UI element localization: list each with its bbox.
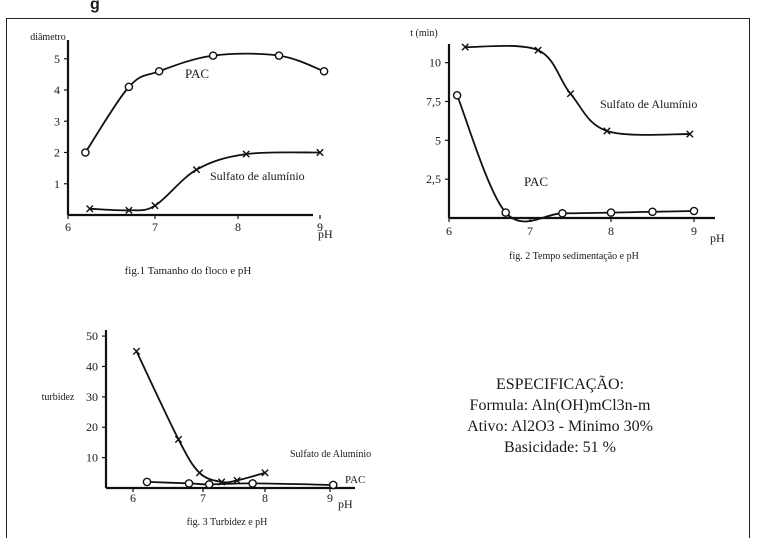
chart-1-y-tick-label: 4 [54,83,60,97]
chart-3-series-1-point [233,476,241,485]
chart-2-x-axis-label: pH [710,231,725,245]
specification-title: ESPECIFICAÇÃO: [495,376,625,393]
chart-1-series-2-point [242,150,250,158]
chart-2-series-2-point [501,208,511,217]
chart-1-series-1-point [154,66,164,76]
chart-2-series-1-line [465,44,690,136]
chart-1-series-2-point [192,165,201,174]
chart-3-x-tick-label: 7 [200,491,206,505]
chart-1-x-axis-label: pH [318,227,333,241]
chart-1-series-1-point [274,51,284,60]
specification-block: ESPECIFICAÇÃO: Formula: Aln(OH)mCl3n-m A… [430,374,690,458]
chart-3-y-tick-label: 40 [86,359,98,373]
chart-1-series-1-point [319,66,329,76]
chart-1-series-2-point [316,148,324,157]
chart-1-y-tick-label: 5 [54,52,60,66]
chart-1-series-2-line [89,151,321,212]
chart-2-x-tick-label: 6 [446,224,452,238]
chart-1-title: fig.1 Tamanho do floco e pH [125,265,252,277]
chart-3-series-1-point [132,347,141,355]
chart-3-series-2-point [204,480,214,489]
chart-1-x-tick-label: 6 [65,220,71,234]
chart-3-y-tick-label: 10 [86,451,98,465]
page-heading-fragment: g [90,0,100,13]
chart-1-x-tick-label: 8 [235,220,241,234]
chart-1-series-1-point [81,148,90,157]
chart-3-series-1-point [195,469,204,477]
chart-3-series-1-line [135,350,266,484]
chart-1-series-1-label: PAC [185,66,209,81]
chart-1-x-tick-label: 7 [152,220,158,234]
chart-2-y-tick-label: 2,5 [426,172,441,186]
chart-2-series-2-point [648,207,657,217]
chart-2-series-2-line [456,94,695,223]
chart-1-y-tick-label: 2 [54,146,60,160]
chart-3-series-1-label: Sulfato de Alumínio [290,449,371,460]
chart-3-series-2-point [142,477,152,487]
chart-3-y-tick-label: 50 [86,329,98,343]
chart-3-series-1-point [261,469,269,477]
chart-2-series-1-point [603,127,611,135]
chart-3-series-2-point [328,480,338,490]
chart-3-x-tick-label: 9 [327,491,333,505]
chart-3-x-tick-label: 6 [130,491,136,505]
chart-2-series-2-point [606,208,616,217]
chart-3-x-tick-label: 8 [262,491,268,505]
chart-2-x-tick-label: 8 [608,224,614,238]
chart-3-series-2-label: PAC [345,474,365,486]
specification-line-formula: Formula: Aln(OH)mCl3n-m [469,397,651,414]
chart-3-series-2-line [146,481,334,486]
chart-1-series-2-label: Sulfato de alumínio [210,169,305,183]
chart-1-series-2-point [125,206,133,215]
chart-1-series-1-point [124,82,134,92]
chart-1-y-axis-label: diâmetro [30,32,66,43]
chart-2-series-1-point [566,90,575,98]
chart-2-title: fig. 2 Tempo sedimentação e pH [509,251,639,262]
specification-line-basicity: Basicidade: 51 % [504,439,616,456]
chart-3-title: fig. 3 Turbidez e pH [187,517,268,528]
chart-3-y-tick-label: 20 [86,420,98,434]
chart-3-y-tick-label: 30 [86,390,98,404]
chart-2-x-tick-label: 9 [691,224,697,238]
chart-2-series-2-point [558,209,567,218]
figure-frame [6,18,750,538]
specification-line-active: Ativo: Al2O3 - Minimo 30% [467,418,653,435]
chart-1-series-1-point [208,51,218,60]
chart-1-y-tick-label: 1 [54,177,60,191]
chart-1-y-tick-label: 3 [54,114,60,128]
chart-2-y-tick-label: 5 [435,133,441,147]
chart-2-series-1-point [686,130,694,138]
chart-2-x-tick-label: 7 [527,224,533,238]
chart-3-series-2-point [184,479,194,488]
chart-2-series-1-label: Sulfato de Alumínio [600,97,697,111]
chart-3-series-2-point [248,479,257,488]
chart-2-series-2-label: PAC [524,174,548,189]
chart-2-series-1-point [461,43,469,51]
chart-2-y-axis-label: t (min) [410,28,438,39]
chart-3-y-axis-label: turbidez [42,392,75,403]
chart-2-series-1-point [534,46,542,54]
chart-2-y-tick-label: 7,5 [426,94,441,108]
chart-2-y-tick-label: 10 [429,56,441,70]
chart-2-series-2-point [689,206,699,216]
chart-1-x-tick-label: 9 [317,220,323,234]
chart-2-series-2-point [452,90,462,100]
chart-1-series-2-point [86,205,94,213]
chart-1-series-2-point [151,201,159,210]
chart-3-x-axis-label: pH [338,497,353,511]
chart-3-series-1-point [174,435,183,444]
